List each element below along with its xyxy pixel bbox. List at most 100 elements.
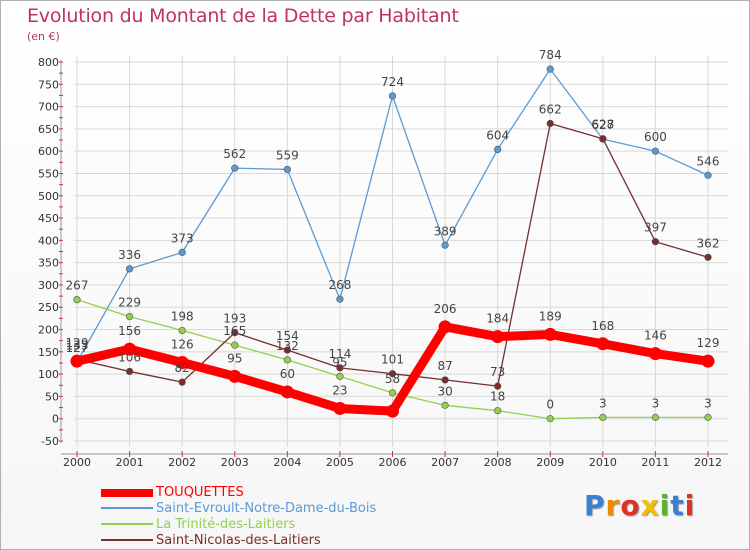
y-tick-label: 50 — [45, 390, 59, 403]
x-tick-label: 2002 — [168, 456, 196, 469]
data-point — [491, 330, 505, 344]
data-label: 87 — [437, 359, 452, 373]
y-tick-label: 750 — [38, 78, 59, 91]
data-point — [546, 119, 554, 128]
data-label: 724 — [381, 75, 404, 89]
data-label: 127 — [66, 341, 89, 355]
data-label: 58 — [385, 372, 400, 386]
y-tick-label: 800 — [38, 56, 59, 69]
data-label: 193 — [223, 312, 246, 326]
data-label: 114 — [328, 347, 351, 361]
data-label: 3 — [652, 396, 660, 410]
data-point — [438, 320, 452, 334]
data-label: 206 — [434, 302, 457, 316]
legend-swatch-touquettes — [101, 489, 153, 497]
data-label: 268 — [328, 278, 351, 292]
x-tick-label: 2005 — [326, 456, 354, 469]
data-point — [599, 135, 607, 143]
data-label: 156 — [118, 324, 141, 338]
data-label: 165 — [223, 324, 246, 338]
data-label: 3 — [599, 396, 607, 410]
legend-label-touquettes: TOUQUETTES — [156, 485, 244, 500]
data-point — [231, 341, 239, 349]
data-label: 604 — [486, 128, 509, 142]
data-label: 373 — [171, 231, 194, 245]
x-tick-label: 2003 — [221, 456, 249, 469]
logo-letter: t — [670, 489, 685, 522]
data-label: 559 — [276, 148, 299, 162]
x-tick-label: 2008 — [484, 456, 512, 469]
x-tick-label: 2009 — [536, 456, 564, 469]
legend-swatch-saint-nicolas — [101, 539, 153, 541]
data-label: 60 — [280, 367, 295, 381]
y-tick-label: 0 — [52, 413, 59, 426]
data-point — [333, 401, 347, 415]
legend-label-saint-evroult: Saint-Evroult-Notre-Dame-du-Bois — [156, 501, 377, 516]
series-0 — [70, 320, 715, 418]
data-label: 198 — [171, 309, 194, 323]
series-1-labels: 127 336 373 562 559 268 724 389 604 784 627 600 546 — [66, 48, 720, 355]
chart-unit-label: (en €) — [27, 30, 60, 43]
logo-letter: i — [684, 489, 696, 522]
data-point — [599, 413, 607, 421]
data-point — [704, 253, 712, 261]
data-label: 3 — [704, 396, 712, 410]
x-tick-label: 2001 — [116, 456, 144, 469]
data-point — [546, 65, 554, 73]
data-point — [596, 337, 610, 351]
legend-item-touquettes: TOUQUETTES — [101, 485, 461, 501]
y-tick-label: 500 — [38, 190, 59, 203]
data-label: 23 — [332, 383, 347, 397]
data-point — [178, 326, 186, 335]
series-3-labels: 133 106 82 193 154 114 101 87 73 662 628 397 362 — [66, 103, 720, 380]
data-point — [283, 165, 291, 174]
logo-letter: i — [659, 489, 671, 522]
series-2 — [73, 296, 712, 423]
data-point — [231, 329, 239, 337]
data-point — [546, 415, 554, 423]
data-point — [123, 342, 137, 356]
legend-item-la-trinite: La Trinité-des-Laitiers — [101, 517, 461, 533]
x-tick-label: 2004 — [273, 456, 301, 469]
data-label: 628 — [591, 118, 614, 132]
data-label: 662 — [539, 103, 562, 117]
data-point — [175, 356, 189, 370]
data-label: 784 — [539, 48, 562, 62]
data-label: 146 — [644, 329, 667, 343]
data-point — [388, 389, 397, 397]
data-point — [494, 145, 502, 153]
data-label: 95 — [227, 351, 242, 365]
data-label: 101 — [381, 353, 404, 367]
data-label: 229 — [118, 296, 141, 310]
data-label: 73 — [490, 365, 505, 379]
data-point — [283, 346, 291, 354]
chart-title: Evolution du Montant de la Dette par Hab… — [27, 5, 459, 27]
data-point — [441, 376, 449, 384]
data-label: 362 — [697, 236, 720, 250]
data-point — [651, 147, 660, 155]
data-label: 132 — [276, 339, 299, 353]
data-point — [283, 356, 291, 364]
data-point — [178, 248, 186, 256]
data-label: 18 — [490, 390, 505, 404]
legend-item-saint-nicolas: Saint-Nicolas-des-Laitiers — [101, 533, 461, 549]
y-tick-label: 550 — [38, 167, 59, 180]
x-tick-label: 2010 — [589, 456, 617, 469]
data-point — [125, 367, 134, 376]
y-tick-label: 150 — [38, 346, 59, 359]
data-label: 95 — [332, 355, 347, 369]
legend-item-saint-evroult: Saint-Evroult-Notre-Dame-du-Bois — [101, 501, 461, 517]
y-tick-label: 250 — [38, 301, 59, 314]
data-label: 267 — [66, 279, 89, 293]
y-gridlines: -500501001502002503003504004505005506006… — [38, 56, 728, 448]
data-label: 627 — [591, 118, 614, 132]
data-point — [336, 295, 344, 303]
legend-label-la-trinite: La Trinité-des-Laitiers — [156, 517, 296, 532]
data-point — [231, 164, 239, 172]
data-label: 189 — [539, 309, 562, 323]
data-point — [388, 370, 397, 378]
data-point — [494, 407, 502, 415]
y-tick-label: -50 — [41, 435, 59, 448]
data-label: 397 — [644, 221, 667, 235]
